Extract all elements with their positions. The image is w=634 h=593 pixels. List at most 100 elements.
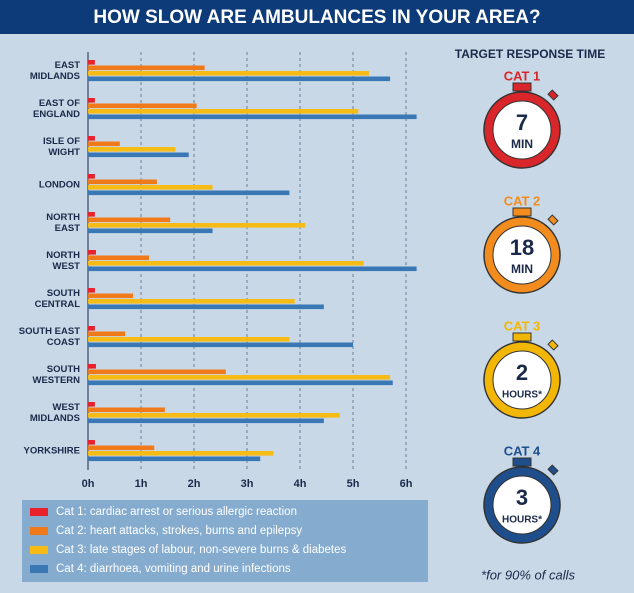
- bar: [88, 440, 95, 445]
- bar: [88, 114, 417, 120]
- bar: [88, 369, 226, 375]
- watch-crown: [512, 332, 532, 342]
- y-tick-label: WEST MIDLANDS: [29, 402, 80, 424]
- x-tick-label: 3h: [241, 478, 254, 490]
- bar: [88, 375, 391, 380]
- watch-button: [547, 214, 559, 226]
- title-bar: [0, 0, 634, 34]
- target-label: CAT 3: [504, 318, 541, 333]
- bar: [88, 60, 95, 65]
- bar: [88, 331, 126, 337]
- panel-title: TARGET RESPONSE TIME: [455, 47, 605, 61]
- bar: [88, 212, 95, 217]
- bar: [88, 179, 157, 185]
- bar: [88, 402, 95, 407]
- bar: [88, 456, 261, 462]
- legend-box: [22, 500, 428, 582]
- bar: [88, 418, 324, 424]
- y-tick-label: EAST OF ENGLAND: [33, 98, 80, 120]
- watch-button: [547, 89, 559, 101]
- bar: [88, 109, 359, 114]
- watch-face: [492, 100, 552, 160]
- target-number: 2: [516, 360, 528, 385]
- x-tick-label: 0h: [82, 478, 95, 490]
- bar: [88, 413, 340, 418]
- bar: [88, 71, 369, 76]
- chart-title: HOW SLOW ARE AMBULANCES IN YOUR AREA?: [93, 7, 540, 28]
- y-tick-label: LONDON: [38, 179, 80, 191]
- target-unit: HOURS*: [502, 515, 542, 526]
- bar: [88, 255, 149, 261]
- bar: [88, 288, 95, 293]
- bar: [88, 76, 391, 82]
- target-label: CAT 2: [504, 193, 541, 208]
- x-tick-label: 6h: [400, 478, 413, 490]
- y-tick-label: SOUTH CENTRAL: [34, 288, 80, 310]
- bar: [88, 261, 364, 266]
- target-unit: MIN: [511, 137, 533, 151]
- bar: [88, 136, 95, 141]
- bar: [88, 250, 96, 255]
- bar: [88, 65, 205, 71]
- x-tick-label: 1h: [135, 478, 148, 490]
- watch-face: [492, 225, 552, 285]
- y-tick-label: NORTH WEST: [46, 250, 80, 272]
- bar: [88, 293, 134, 299]
- bar: [88, 364, 96, 369]
- y-tick-label: YORKSHIRE: [23, 445, 80, 457]
- bar: [88, 223, 306, 228]
- bar: [88, 337, 290, 342]
- bar: [88, 217, 171, 223]
- legend-swatch: [30, 527, 48, 535]
- target-label: CAT 1: [504, 68, 541, 83]
- bar: [88, 174, 95, 179]
- legend-label: Cat 3: late stages of labour, non-severe…: [56, 544, 346, 556]
- legend-label: Cat 2: heart attacks, strokes, burns and…: [56, 525, 302, 537]
- watch-button: [547, 339, 559, 351]
- x-tick-label: 2h: [188, 478, 201, 490]
- bar: [88, 326, 95, 331]
- bar: [88, 152, 189, 158]
- target-number: 7: [516, 110, 528, 135]
- bar: [88, 266, 417, 272]
- bar: [88, 147, 176, 152]
- x-tick-label: 5h: [347, 478, 360, 490]
- bar: [88, 407, 165, 413]
- watch-crown: [512, 207, 532, 217]
- x-tick-label: 4h: [294, 478, 307, 490]
- target-unit: MIN: [511, 262, 533, 276]
- bar: [88, 445, 155, 451]
- watch-face: [492, 475, 552, 535]
- bar: [88, 98, 95, 103]
- bar: [88, 451, 274, 456]
- watch-face: [492, 350, 552, 410]
- bar: [88, 228, 213, 234]
- bar: [88, 185, 213, 190]
- bar: [88, 304, 324, 310]
- y-tick-label: SOUTH EAST COAST: [18, 326, 80, 348]
- bar: [88, 342, 353, 348]
- bar: [88, 299, 295, 304]
- watch-button: [547, 464, 559, 476]
- watch-crown: [512, 457, 532, 467]
- target-number: 3: [516, 485, 528, 510]
- legend-label: Cat 1: cardiac arrest or serious allergi…: [56, 506, 297, 518]
- legend-swatch: [30, 546, 48, 554]
- legend-swatch: [30, 565, 48, 573]
- footnote: *for 90% of calls: [481, 567, 575, 582]
- target-unit: HOURS*: [502, 390, 542, 401]
- y-tick-label: SOUTH WESTERN: [32, 364, 81, 386]
- legend-label: Cat 4: diarrhoea, vomiting and urine inf…: [56, 563, 291, 575]
- y-tick-label: NORTH EAST: [46, 212, 80, 234]
- bar: [88, 141, 120, 147]
- bar: [88, 103, 197, 109]
- target-number: 18: [510, 235, 534, 260]
- watch-crown: [512, 82, 532, 92]
- legend-swatch: [30, 508, 48, 516]
- bar: [88, 380, 393, 386]
- bar: [88, 190, 290, 196]
- y-tick-label: EAST MIDLANDS: [29, 60, 80, 82]
- y-tick-label: ISLE OF WIGHT: [43, 136, 80, 158]
